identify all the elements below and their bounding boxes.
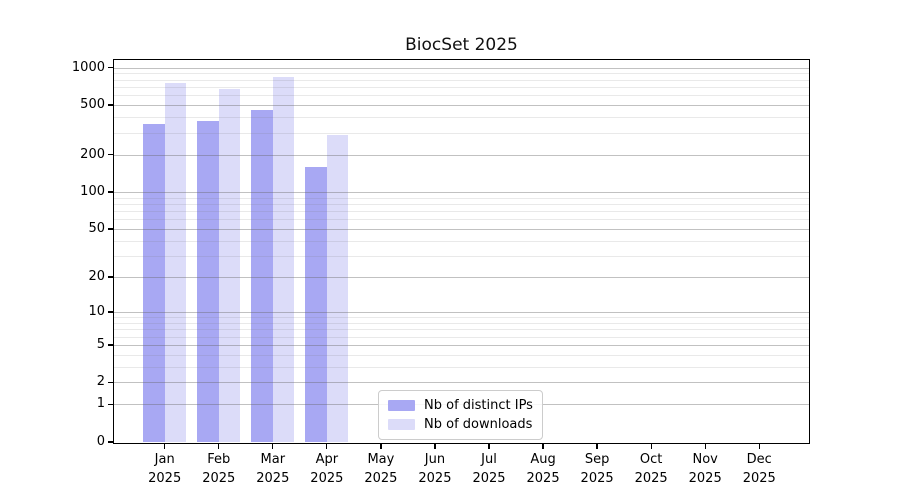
chart-title: BiocSet 2025	[405, 35, 518, 55]
gridline-major	[114, 228, 809, 230]
y-tick-label: 0	[96, 434, 105, 449]
x-tick-label: Jan 2025	[148, 452, 182, 486]
gridline-minor	[114, 117, 809, 119]
bar-apr-downloads	[326, 134, 349, 442]
x-tick-mark	[326, 444, 328, 449]
gridline-major	[114, 191, 809, 193]
x-tick-mark	[164, 444, 166, 449]
bar-feb-ips	[197, 121, 219, 442]
x-tick-mark	[650, 444, 652, 449]
gridline-minor	[114, 336, 809, 338]
gridline-minor	[114, 366, 809, 368]
gridline-minor	[114, 197, 809, 199]
x-tick-label: Jul 2025	[472, 452, 506, 486]
gridline-minor	[114, 79, 809, 81]
legend-swatch	[388, 419, 415, 430]
plot-area: 0 1 2 5 10 20 50 100 200 500 1000 Jan 2025 Feb 2025 M…	[72, 59, 810, 486]
gridline-major	[114, 105, 809, 107]
y-tick-label: 50	[88, 220, 105, 236]
y-tick-mark	[107, 228, 113, 230]
gridline-minor	[114, 240, 809, 242]
gridline-minor	[114, 203, 809, 205]
x-tick-mark	[758, 444, 760, 449]
x-tick-label: Mar 2025	[256, 452, 290, 486]
x-tick-mark	[218, 444, 220, 449]
x-tick-mark	[488, 444, 490, 449]
gridline-minor	[114, 86, 809, 88]
y-tick-mark	[107, 344, 113, 346]
gridline-minor	[114, 73, 809, 75]
y-tick-mark	[107, 276, 113, 278]
gridline-major	[114, 154, 809, 156]
gridline-major	[114, 276, 809, 278]
gridline-minor	[114, 329, 809, 331]
y-tick-label: 20	[88, 268, 105, 284]
gridline-major	[114, 312, 809, 314]
y-tick-label: 2	[96, 374, 105, 390]
y-tick-label: 100	[80, 183, 105, 199]
x-tick-label: Aug 2025	[526, 452, 560, 486]
gridline-minor	[114, 95, 809, 97]
y-tick-mark	[107, 403, 113, 406]
x-tick-mark	[434, 444, 436, 449]
y-tick-label: 1000	[71, 59, 105, 75]
bar-jan-ips	[143, 124, 165, 442]
legend-swatch	[388, 400, 415, 411]
x-tick-mark	[704, 444, 706, 449]
y-tick-mark	[107, 104, 113, 106]
bar-mar-downloads	[272, 77, 295, 442]
y-tick-label: 1	[96, 396, 105, 412]
gridline-major	[114, 344, 809, 346]
gridline-minor	[114, 132, 809, 134]
gridline-minor	[114, 210, 809, 212]
legend-label: Nb of downloads	[424, 417, 533, 432]
bar-feb-downloads	[218, 89, 241, 442]
x-tick-label: Dec 2025	[742, 452, 776, 486]
gridline-minor	[114, 255, 809, 257]
y-tick-mark	[107, 311, 113, 313]
y-tick-mark	[107, 153, 113, 156]
x-tick-label: Nov 2025	[688, 452, 722, 486]
x-tick-mark	[272, 444, 274, 449]
x-tick-label: Sep 2025	[580, 452, 614, 486]
gridline-minor	[114, 322, 809, 324]
bar-jan-downloads	[164, 83, 187, 442]
x-tick-label: Oct 2025	[634, 452, 668, 486]
y-tick-mark	[107, 381, 113, 384]
x-tick-label: Apr 2025	[310, 452, 344, 486]
x-tick-mark	[380, 444, 382, 449]
y-tick-mark	[107, 441, 113, 443]
legend: Nb of distinct IPs Nb of downloads	[378, 390, 543, 440]
x-tick-label: Feb 2025	[202, 452, 236, 486]
gridline-minor	[114, 354, 809, 356]
x-tick-mark	[596, 444, 598, 449]
legend-row: Nb of downloads	[388, 415, 533, 434]
gridline-major	[114, 67, 809, 69]
gridline-minor	[114, 317, 809, 319]
y-tick-label: 5	[96, 336, 105, 352]
legend-label: Nb of distinct IPs	[424, 398, 533, 413]
y-tick-label: 200	[80, 146, 105, 162]
x-tick-label: May 2025	[364, 452, 398, 486]
x-tick-mark	[542, 444, 544, 449]
legend-row: Nb of distinct IPs	[388, 396, 533, 415]
bar-mar-ips	[251, 110, 273, 442]
y-tick-mark	[107, 191, 113, 193]
y-tick-label: 500	[80, 97, 105, 113]
x-tick-label: Jun 2025	[418, 452, 452, 486]
y-tick-mark	[107, 66, 113, 69]
bar-apr-ips	[305, 166, 327, 442]
gridline-minor	[114, 219, 809, 221]
gridline-major	[114, 382, 809, 384]
y-tick-label: 10	[88, 304, 105, 320]
